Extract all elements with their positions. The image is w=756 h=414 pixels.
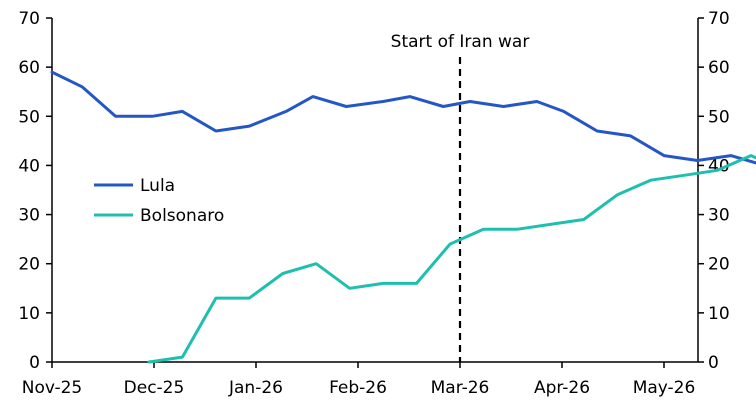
y-tick-label-left: 40 xyxy=(18,156,40,176)
x-tick-label: Nov-25 xyxy=(22,378,83,398)
annotations: Start of Iran war xyxy=(391,32,530,362)
y-axis-left: 0 10 20 30 40 50 60 70 xyxy=(18,9,52,373)
legend: Lula Bolsonaro xyxy=(94,176,224,226)
y-tick-label-right: 60 xyxy=(708,58,730,78)
legend-label-bolsonaro: Bolsonaro xyxy=(140,206,224,226)
x-tick-label: May-26 xyxy=(633,378,696,398)
x-tick-label: Dec-25 xyxy=(124,378,185,398)
y-tick-label-right: 70 xyxy=(708,9,730,29)
y-tick-label-right: 50 xyxy=(708,107,730,127)
series-line-bolsonaro xyxy=(147,154,756,364)
y-tick-label-right: 10 xyxy=(708,304,730,324)
y-tick-label-left: 30 xyxy=(18,206,40,226)
y-tick-label-right: 30 xyxy=(708,206,730,226)
x-tick-label: Apr-26 xyxy=(534,378,590,398)
y-tick-label-left: 0 xyxy=(29,353,40,373)
x-tick-label: Mar-26 xyxy=(431,378,490,398)
series-line-lula xyxy=(50,70,756,165)
y-tick-label-left: 60 xyxy=(18,58,40,78)
x-tick-label: Feb-26 xyxy=(329,378,387,398)
y-tick-label-left: 50 xyxy=(18,107,40,127)
x-axis: Nov-25 Dec-25 Jan-26 Feb-26 Mar-26 Apr-26 May-… xyxy=(22,362,696,398)
axes-frame xyxy=(51,18,699,363)
legend-label-lula: Lula xyxy=(140,176,175,196)
y-tick-label-right: 20 xyxy=(708,255,730,275)
y-tick-label-left: 10 xyxy=(18,304,40,324)
annotation-label: Start of Iran war xyxy=(391,32,530,52)
y-tick-label-left: 20 xyxy=(18,255,40,275)
y-tick-label-right: 0 xyxy=(708,353,719,373)
y-tick-label-left: 70 xyxy=(18,9,40,29)
series-layer xyxy=(50,70,756,364)
x-tick-label: Jan-26 xyxy=(228,378,283,398)
